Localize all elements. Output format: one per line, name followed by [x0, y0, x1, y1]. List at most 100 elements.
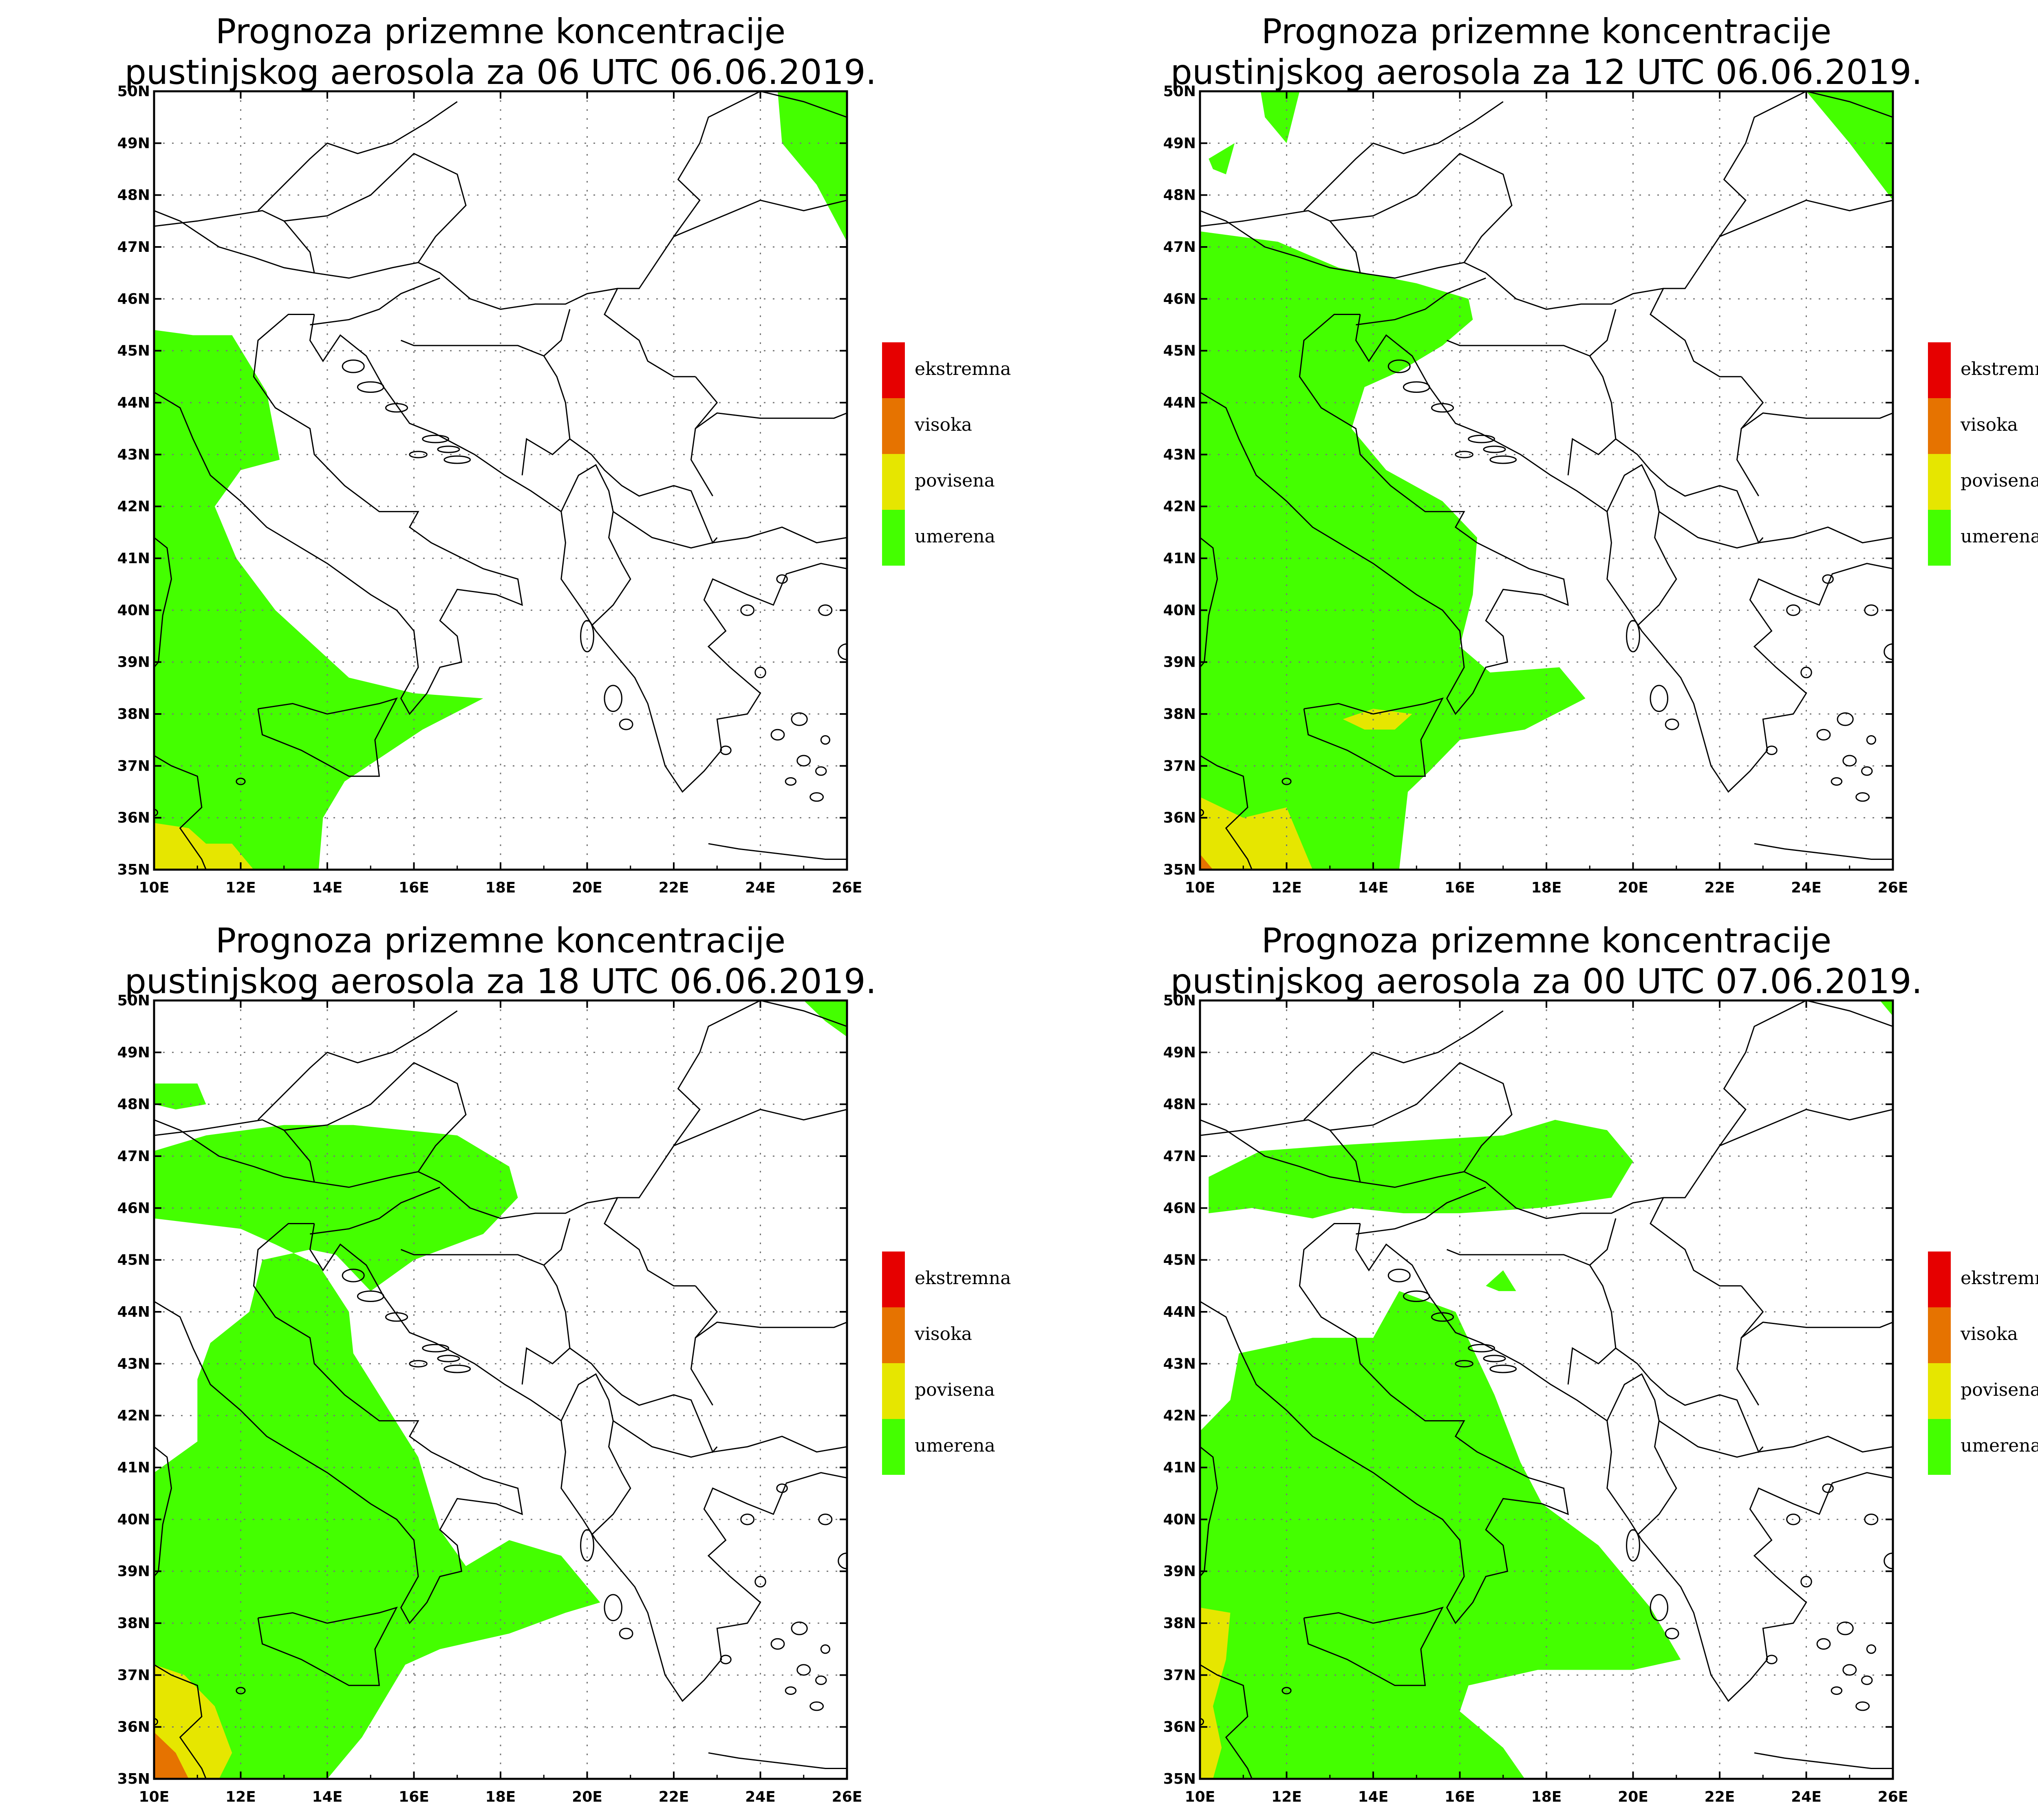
coastline-border [1719, 199, 1893, 237]
legend-swatch-umerena [1928, 1419, 1951, 1475]
lon-tick-label: 16E [399, 879, 429, 896]
lat-tick-label: 38N [1163, 706, 1196, 723]
area-povisena [154, 1664, 232, 1779]
area-povisena [1343, 709, 1412, 730]
lat-tick-label: 41N [1163, 550, 1196, 567]
lat-tick-label: 45N [1163, 343, 1196, 359]
coastline-border [1659, 1420, 1893, 1458]
coastline-border [309, 314, 847, 793]
island-outline [1455, 451, 1473, 458]
island-outline [838, 643, 847, 660]
legend-swatch-visoka [1928, 1307, 1951, 1363]
lon-tick-label: 14E [1358, 1789, 1389, 1805]
island-outline [1431, 1312, 1454, 1322]
lat-tick-label: 47N [117, 239, 150, 256]
coastline-border [1200, 755, 1253, 870]
lat-tick-label: 48N [1163, 187, 1196, 204]
lat-tick-label: 38N [1163, 1615, 1196, 1632]
island-outline [1837, 712, 1854, 726]
lat-tick-label: 35N [117, 1771, 150, 1787]
panel-title-line1: Prognoza prizemne koncentracije [216, 921, 786, 961]
area-umerena [1200, 1291, 1681, 1779]
lat-tick-label: 37N [117, 758, 150, 774]
coastline-border [1447, 339, 1617, 476]
lon-tick-label: 10E [1185, 1789, 1215, 1805]
island-outline [796, 755, 811, 767]
coastline-border [1606, 1373, 1677, 1536]
lat-tick-label: 39N [117, 1563, 150, 1580]
island-outline [785, 777, 797, 786]
island-outline [1884, 643, 1893, 660]
island-outline [443, 455, 471, 464]
legend-swatch-umerena [882, 510, 905, 566]
island-outline [740, 1514, 755, 1525]
coastline-border [690, 1321, 847, 1406]
coastline-border [1719, 1108, 1893, 1146]
island-outline [1861, 766, 1873, 776]
legend: ekstremna visoka povisena umerena [882, 342, 1011, 566]
island-outline [740, 604, 755, 616]
lat-tick-label: 48N [1163, 1096, 1196, 1113]
island-outline [342, 1269, 365, 1282]
lat-tick-label: 42N [1163, 1408, 1196, 1424]
legend-label-povisena: povisena [915, 470, 995, 491]
island-outline [1864, 604, 1879, 616]
lon-tick-label: 24E [745, 1789, 776, 1805]
area-visoka [1200, 854, 1213, 870]
legend-swatch-ekstremna [1928, 1252, 1951, 1307]
lon-tick-label: 12E [225, 1789, 256, 1805]
island-outline [1403, 1290, 1430, 1302]
island-outline [1483, 445, 1506, 453]
coastline-border [1200, 1446, 1218, 1577]
area-umerena [154, 1083, 206, 1110]
lon-tick-label: 20E [572, 1789, 602, 1805]
lat-tick-label: 47N [1163, 239, 1196, 256]
coastline-border [695, 1285, 718, 1338]
island-outline [838, 1552, 847, 1569]
coastline-border [708, 1752, 847, 1769]
legend-swatch-povisena [882, 1363, 905, 1419]
map-panel-3: Prognoza prizemne koncentracijepustinjsk… [117, 921, 1011, 1805]
coastline-border [1355, 314, 1893, 793]
map-content [154, 1000, 847, 1779]
coastline-border [1200, 1664, 1253, 1779]
island-outline [604, 1594, 622, 1622]
lon-tick-label: 12E [1271, 879, 1302, 896]
lat-tick-label: 46N [1163, 291, 1196, 307]
lat-tick-label: 42N [117, 1408, 150, 1424]
coastline-border [1736, 1321, 1893, 1406]
legend-label-umerena: umerena [1961, 526, 2038, 547]
island-outline [236, 778, 246, 785]
coastline-border [309, 1223, 847, 1702]
lat-tick-label: 41N [117, 1459, 150, 1476]
lat-tick-label: 46N [117, 291, 150, 307]
coastline-border [1303, 697, 1444, 777]
island-outline [754, 666, 766, 679]
island-outline [818, 1514, 833, 1525]
coastline-border [1303, 101, 1504, 211]
island-outline [154, 1718, 158, 1726]
island-outline [357, 381, 384, 393]
legend-swatch-visoka [882, 398, 905, 454]
panel-title-line2: pustinjskog aerosola za 18 UTC 06.06.201… [125, 961, 877, 1001]
map-panel-4: Prognoza prizemne koncentracijepustinjsk… [1163, 921, 2038, 1805]
island-outline [1855, 1701, 1870, 1711]
coastline-border [1740, 1285, 1764, 1338]
coastline-border [604, 288, 696, 377]
legend-label-ekstremna: ekstremna [1961, 359, 2038, 379]
panel-title-line1: Prognoza prizemne koncentracije [1262, 11, 1832, 51]
lat-tick-label: 37N [117, 1667, 150, 1683]
lon-tick-label: 18E [485, 1789, 516, 1805]
area-umerena [1209, 143, 1235, 174]
lat-tick-label: 38N [117, 1615, 150, 1632]
coastline-border [1606, 464, 1677, 626]
lat-tick-label: 36N [117, 810, 150, 826]
lat-tick-label: 48N [117, 1096, 150, 1113]
lat-tick-label: 46N [117, 1200, 150, 1216]
island-outline [1866, 735, 1876, 745]
lat-tick-label: 49N [1163, 135, 1196, 152]
island-outline [720, 745, 732, 755]
island-outline [619, 718, 633, 730]
area-umerena [1880, 1000, 1893, 1016]
legend-swatch-povisena [1928, 454, 1951, 510]
